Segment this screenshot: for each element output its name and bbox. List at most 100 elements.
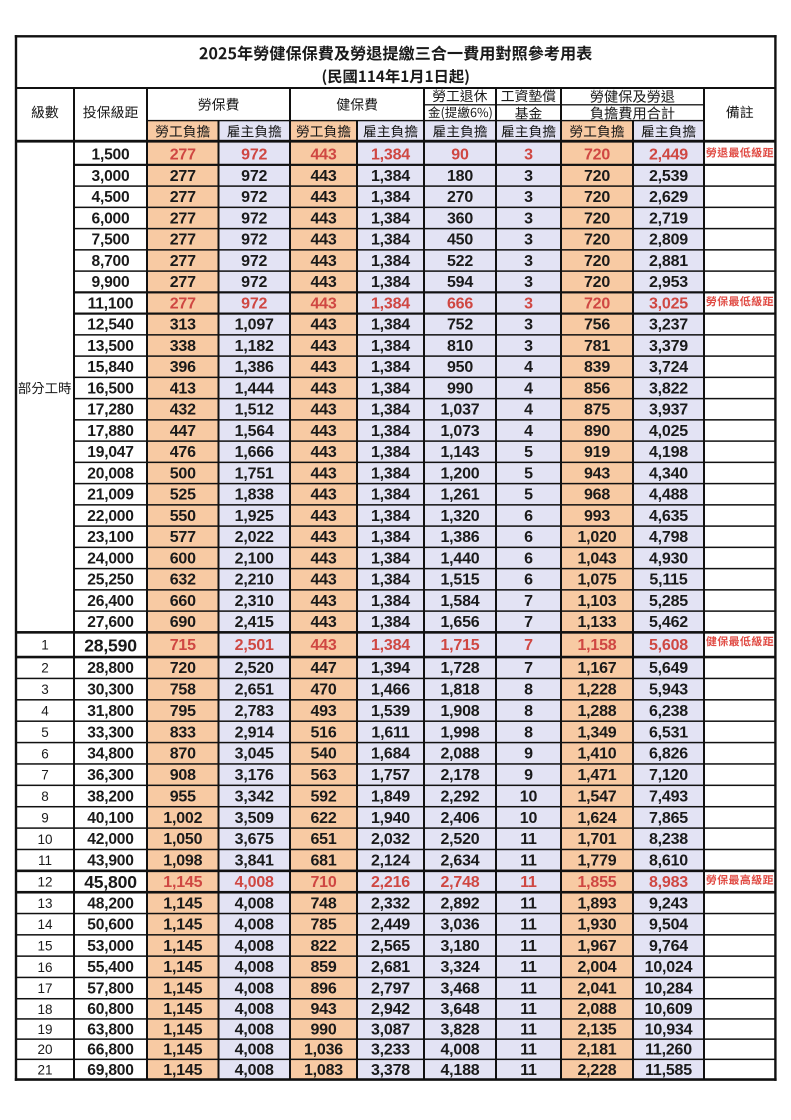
svg-text:180: 180 [447,168,473,185]
svg-text:2,719: 2,719 [649,210,688,227]
svg-text:4,008: 4,008 [235,1021,274,1038]
svg-text:2,634: 2,634 [440,853,479,870]
svg-text:3: 3 [524,295,533,312]
svg-text:4: 4 [524,380,533,397]
svg-text:720: 720 [584,210,610,227]
svg-text:2,539: 2,539 [649,168,688,185]
svg-text:48,200: 48,200 [87,895,134,912]
svg-text:3: 3 [524,338,533,355]
svg-text:6: 6 [41,746,49,761]
svg-text:13: 13 [37,896,52,911]
svg-text:11,100: 11,100 [88,295,134,312]
svg-text:27,600: 27,600 [87,614,134,631]
svg-text:2,124: 2,124 [371,853,410,870]
svg-text:1,584: 1,584 [440,593,479,610]
svg-text:4,008: 4,008 [235,981,274,998]
svg-text:5,649: 5,649 [649,660,688,677]
svg-text:1,073: 1,073 [440,423,479,440]
svg-text:3,000: 3,000 [91,168,130,185]
svg-text:18: 18 [37,1002,52,1017]
svg-text:822: 822 [310,938,336,955]
svg-text:1,145: 1,145 [163,895,202,912]
svg-text:2: 2 [41,661,49,676]
svg-text:90: 90 [451,147,469,164]
svg-text:720: 720 [584,189,610,206]
svg-text:4: 4 [524,359,533,376]
svg-text:69,800: 69,800 [87,1062,134,1079]
svg-text:1,384: 1,384 [371,444,410,461]
svg-text:6,826: 6,826 [649,746,688,763]
svg-text:1,384: 1,384 [371,380,410,397]
svg-text:450: 450 [447,232,473,249]
svg-text:7,500: 7,500 [91,232,130,249]
svg-text:4,798: 4,798 [649,529,688,546]
svg-text:19: 19 [37,1022,52,1037]
svg-text:10: 10 [37,832,52,847]
svg-text:21,009: 21,009 [87,487,134,504]
svg-text:1,967: 1,967 [577,938,616,955]
svg-text:270: 270 [447,189,473,206]
svg-text:4,008: 4,008 [235,938,274,955]
svg-text:17,880: 17,880 [87,423,134,440]
svg-text:1,098: 1,098 [163,853,202,870]
svg-text:632: 632 [170,572,196,589]
svg-text:10: 10 [520,788,538,805]
svg-text:1,440: 1,440 [440,550,479,567]
svg-text:17: 17 [37,981,52,996]
svg-text:990: 990 [310,1021,336,1038]
svg-text:5: 5 [41,725,49,740]
svg-text:720: 720 [584,168,610,185]
svg-text:277: 277 [170,168,196,185]
svg-text:600: 600 [170,550,196,567]
svg-text:540: 540 [310,746,336,763]
svg-text:3,025: 3,025 [649,295,688,312]
svg-text:5,943: 5,943 [649,682,688,699]
svg-text:3,724: 3,724 [649,359,688,376]
svg-text:4,930: 4,930 [649,550,688,567]
svg-text:9,900: 9,900 [91,274,130,291]
svg-text:5,462: 5,462 [649,614,688,631]
svg-text:360: 360 [447,210,473,227]
svg-text:11: 11 [520,917,537,934]
svg-text:2,953: 2,953 [649,274,688,291]
svg-text:24,000: 24,000 [87,550,134,567]
svg-text:2,041: 2,041 [577,981,616,998]
svg-text:42,000: 42,000 [87,831,134,848]
svg-text:9: 9 [524,746,533,763]
svg-text:993: 993 [584,508,610,525]
svg-text:1,145: 1,145 [163,1021,202,1038]
svg-text:2,449: 2,449 [371,917,410,934]
svg-text:4,025: 4,025 [649,423,688,440]
svg-text:1,158: 1,158 [577,637,616,654]
svg-text:277: 277 [170,189,196,206]
svg-text:720: 720 [170,660,196,677]
svg-text:8,983: 8,983 [649,874,688,891]
svg-text:33,300: 33,300 [87,724,134,741]
svg-text:2,100: 2,100 [235,550,274,567]
svg-text:710: 710 [310,874,336,891]
svg-text:651: 651 [310,831,336,848]
svg-text:313: 313 [170,317,196,334]
svg-text:972: 972 [241,147,267,164]
svg-text:338: 338 [170,338,196,355]
svg-text:550: 550 [170,508,196,525]
svg-text:443: 443 [310,487,336,504]
svg-text:781: 781 [584,338,610,355]
svg-text:1,384: 1,384 [371,189,410,206]
svg-text:3,937: 3,937 [649,402,688,419]
svg-text:943: 943 [584,465,610,482]
svg-text:1,182: 1,182 [235,338,274,355]
svg-text:3: 3 [41,682,49,697]
svg-text:2,004: 2,004 [577,959,616,976]
svg-text:2,088: 2,088 [440,746,479,763]
svg-text:720: 720 [584,295,610,312]
svg-text:1,133: 1,133 [577,614,616,631]
svg-text:2,022: 2,022 [235,529,274,546]
svg-text:14: 14 [37,917,53,932]
svg-text:5: 5 [524,487,533,504]
svg-text:1,384: 1,384 [371,529,410,546]
svg-text:6,531: 6,531 [649,724,688,741]
svg-text:2,629: 2,629 [649,189,688,206]
svg-text:3,828: 3,828 [440,1021,479,1038]
svg-text:8: 8 [524,724,533,741]
